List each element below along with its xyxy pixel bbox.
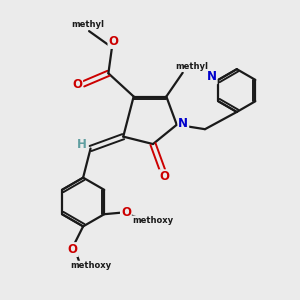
Text: O: O (68, 243, 78, 256)
Text: O: O (72, 77, 82, 91)
Text: methoxy: methoxy (70, 261, 111, 270)
Text: N: N (207, 70, 217, 83)
Text: O: O (121, 206, 131, 219)
Text: O: O (108, 35, 118, 48)
Text: methyl: methyl (71, 20, 104, 29)
Text: N: N (178, 117, 188, 130)
Text: O: O (159, 170, 169, 183)
Text: methyl: methyl (175, 62, 208, 71)
Text: methoxy: methoxy (132, 216, 173, 225)
Text: H: H (77, 138, 87, 152)
